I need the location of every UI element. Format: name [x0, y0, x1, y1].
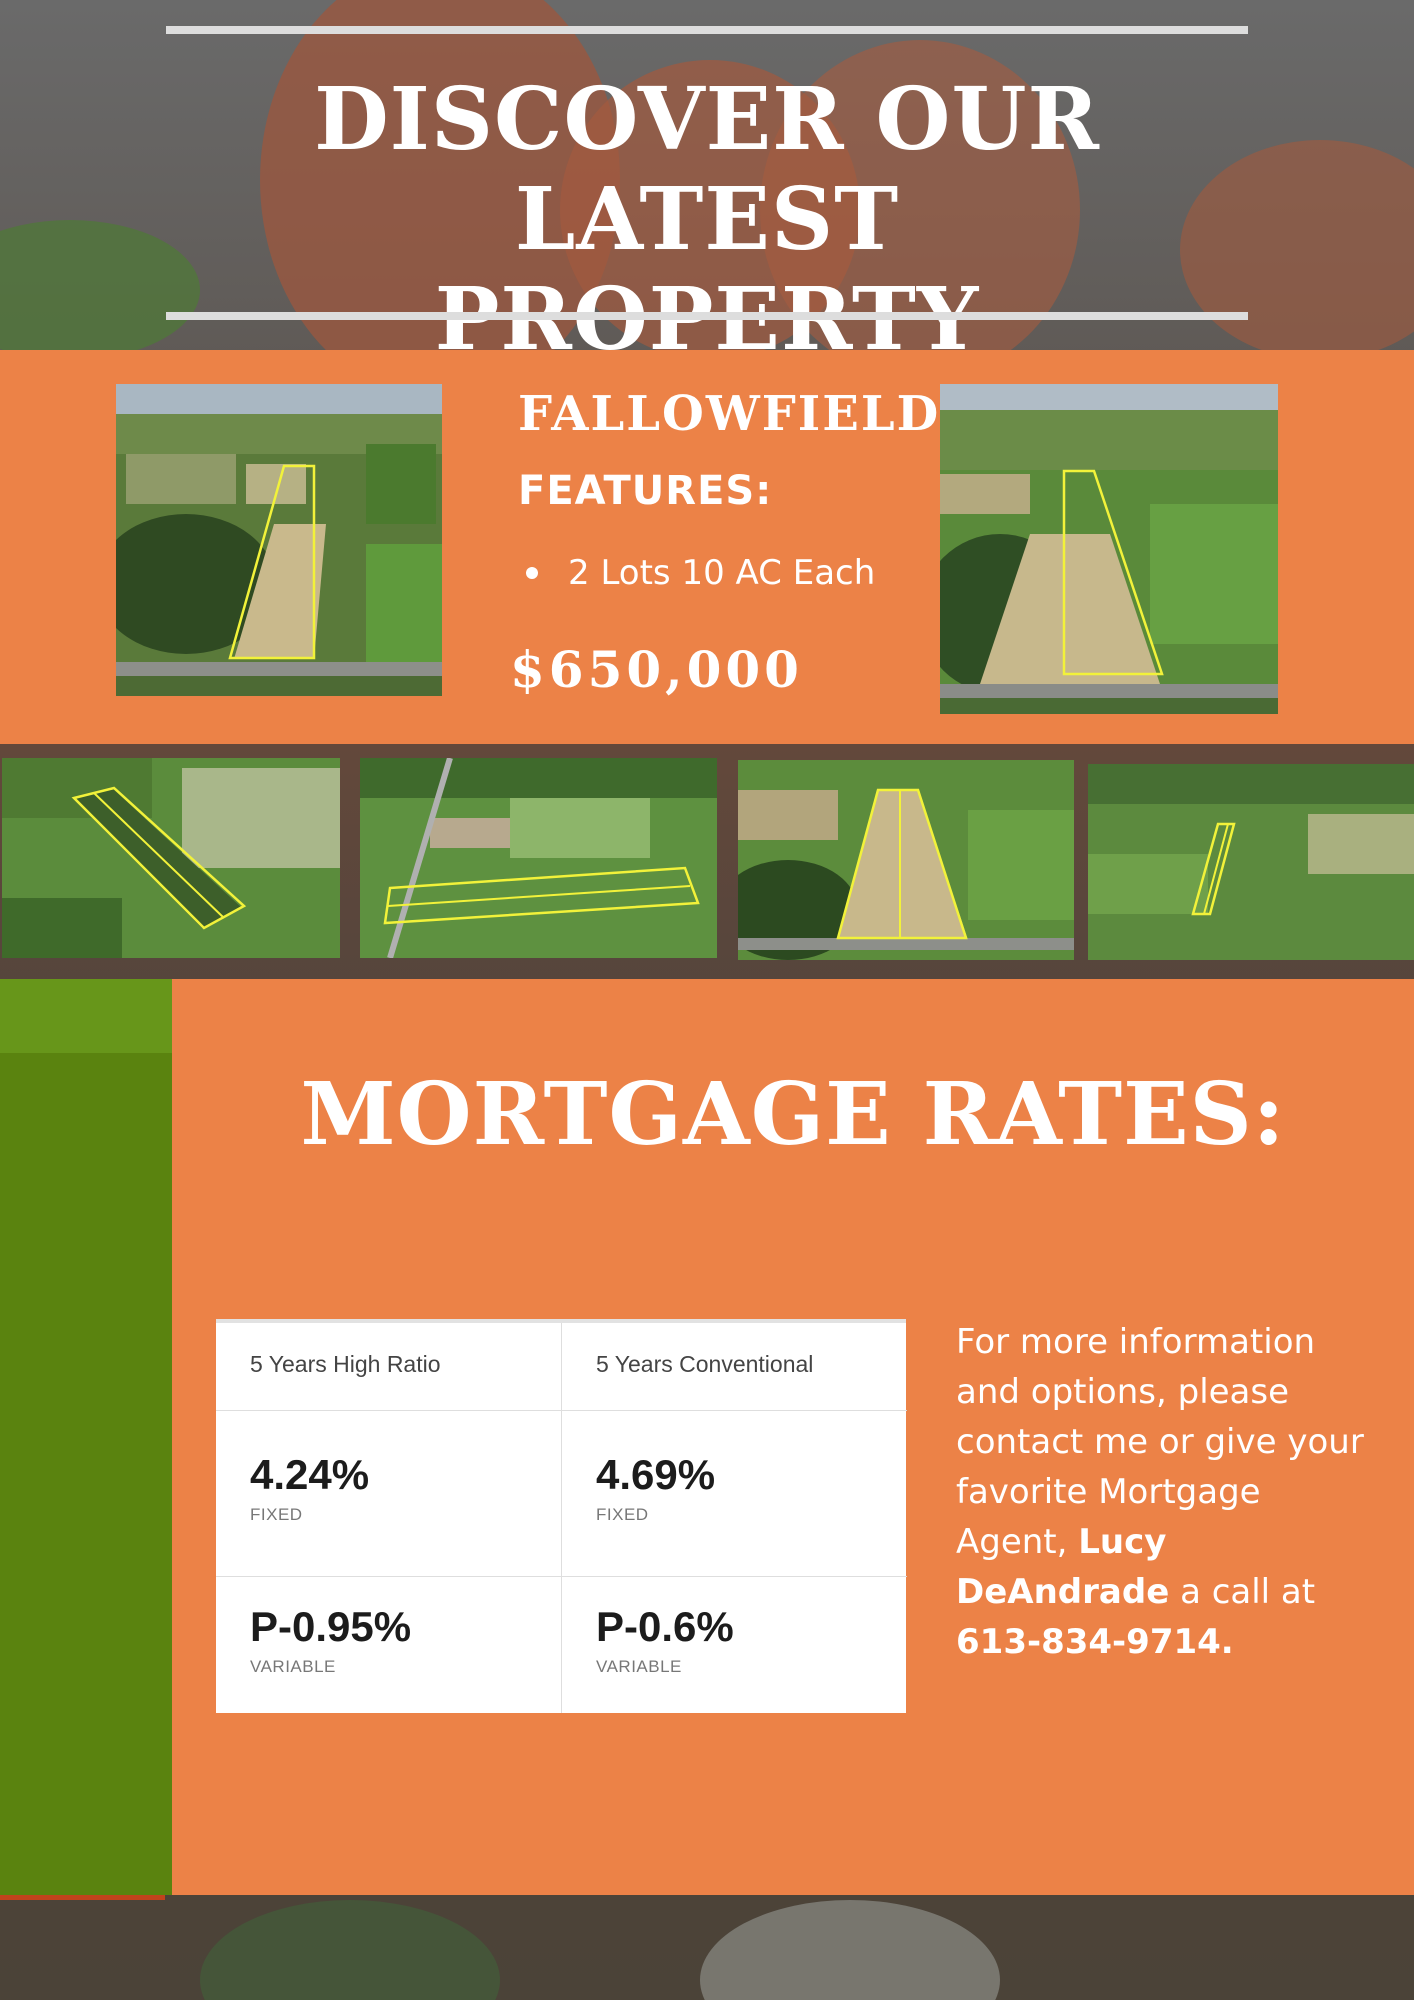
gallery-photo-2 [360, 758, 717, 958]
rates-table: 5 Years High Ratio 4.24% FIXED P-0.95% V… [216, 1319, 907, 1713]
header-bottom-rule [166, 312, 1248, 320]
mortgage-section: MORTGAGE RATES: 5 Years High Ratio 4.24%… [172, 979, 1414, 1895]
fixed-rate-value: 4.69% [596, 1451, 716, 1498]
listing-band: FALLOWFIELD FEATURES: 2 Lots 10 AC Each … [0, 350, 1414, 744]
fixed-rate-cell: 4.24% FIXED [216, 1411, 561, 1577]
lot-photo-left [116, 384, 442, 696]
gallery-photo-4 [1088, 764, 1414, 960]
rate-column-heading: 5 Years High Ratio [216, 1323, 561, 1411]
photo-gallery [0, 744, 1414, 979]
lot-name: FALLOWFIELD [518, 386, 941, 442]
contact-text-middle: a call at [1180, 1572, 1316, 1612]
price: $650,000 [510, 640, 803, 699]
aerial-field-image [738, 760, 1074, 960]
mortgage-title: MORTGAGE RATES: [300, 1064, 1286, 1165]
lot-photo-right [940, 384, 1278, 714]
aerial-field-image [116, 384, 442, 696]
gallery-photo-1 [2, 758, 340, 958]
headline-line-1: DISCOVER OUR LATEST [314, 69, 1100, 270]
feature-list: 2 Lots 10 AC Each [518, 553, 875, 593]
variable-rate-cell: P-0.95% VARIABLE [216, 1577, 561, 1713]
red-accent-line [0, 1895, 165, 1900]
variable-rate-value: P-0.95% [250, 1603, 412, 1650]
header-top-rule [166, 26, 1248, 34]
fixed-rate-cell: 4.69% FIXED [562, 1411, 907, 1577]
rate-column-conventional: 5 Years Conventional 4.69% FIXED P-0.6% … [561, 1323, 907, 1713]
green-side-bar-top [0, 979, 172, 1053]
rate-column-heading: 5 Years Conventional [562, 1323, 907, 1411]
aerial-field-image [940, 384, 1278, 714]
green-side-bar [0, 979, 172, 1895]
contact-text: For more information and options, please… [956, 1322, 1364, 1562]
variable-rate-value: P-0.6% [596, 1603, 734, 1650]
feature-text: 2 Lots 10 AC Each [568, 553, 876, 593]
aerial-field-image [2, 758, 340, 958]
variable-rate-label: VARIABLE [250, 1657, 336, 1676]
features-heading: FEATURES: [518, 468, 773, 514]
agent-name: Lucy DeAndrade [956, 1522, 1170, 1612]
gallery-photo-3 [738, 760, 1074, 960]
header: DISCOVER OUR LATEST PROPERTY SELECTIONS [0, 0, 1414, 470]
variable-rate-cell: P-0.6% VARIABLE [562, 1577, 907, 1713]
aerial-field-image [360, 758, 717, 958]
aerial-field-image [1088, 764, 1414, 960]
variable-rate-label: VARIABLE [596, 1657, 682, 1676]
agent-phone[interactable]: 613-834-9714. [956, 1622, 1234, 1662]
fixed-rate-label: FIXED [596, 1505, 649, 1524]
fixed-rate-value: 4.24% [250, 1451, 370, 1498]
bullet-icon [526, 567, 538, 579]
feature-item: 2 Lots 10 AC Each [518, 553, 875, 593]
contact-paragraph: For more information and options, please… [956, 1317, 1366, 1667]
rate-column-high-ratio: 5 Years High Ratio 4.24% FIXED P-0.95% V… [216, 1323, 561, 1713]
fixed-rate-label: FIXED [250, 1505, 303, 1524]
